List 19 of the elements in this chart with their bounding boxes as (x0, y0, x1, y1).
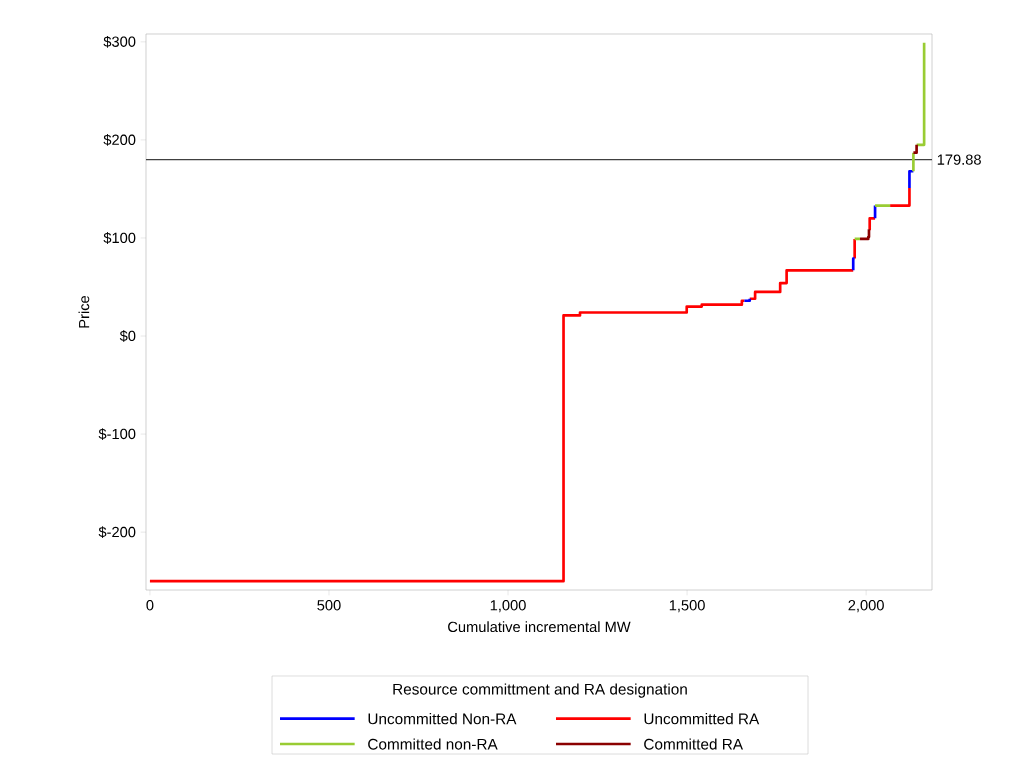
legend-title: Resource committment and RA designation (393, 683, 687, 698)
x-tick-label: 500 (317, 600, 341, 611)
x-axis-title: Cumulative incremental MW (448, 621, 631, 633)
x-tick-label: 2,000 (848, 600, 884, 613)
legend-label: Uncommitted Non-RA (368, 713, 517, 725)
y-tick-label: $-200 (98, 526, 136, 539)
x-tick-label: 1,000 (490, 600, 526, 613)
y-tick-label: $100 (103, 232, 136, 244)
legend-label: Committed non-RA (368, 738, 498, 750)
y-tick-label: $200 (103, 133, 136, 146)
y-tick-label: $0 (119, 330, 136, 342)
y-tick-label: $300 (103, 35, 136, 48)
y-axis-title: Price (78, 295, 90, 328)
x-tick-label: 1,500 (669, 600, 705, 613)
legend-label: Committed RA (644, 738, 744, 750)
y-tick-label: $-100 (98, 428, 136, 441)
ref-line-label: 179.88 (937, 154, 981, 165)
legend-label: Uncommitted RA (644, 713, 760, 725)
x-tick-label: 0 (146, 600, 154, 611)
